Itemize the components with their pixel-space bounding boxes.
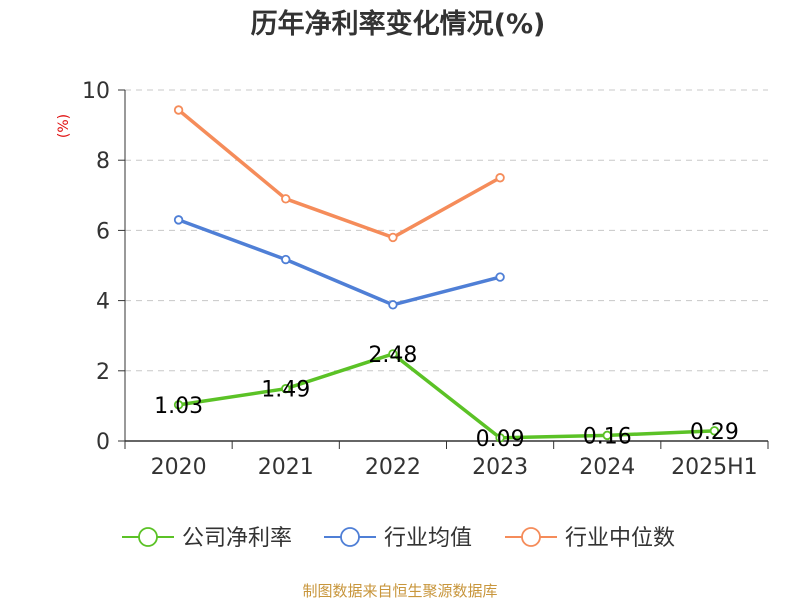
legend-item[interactable]: 行业均值 [324, 526, 472, 551]
x-tick-label: 2025H1 [671, 455, 758, 480]
data-point [388, 300, 398, 310]
data-point [709, 426, 720, 436]
data-point [281, 384, 291, 394]
legend-label: 行业中位数 [565, 526, 675, 551]
grid-lines [125, 89, 768, 372]
data-point [495, 272, 505, 282]
x-tick-label: 2023 [472, 455, 528, 480]
series-line [176, 108, 502, 240]
x-axis-ticks: 2020 2021 2022 2023 2024 2025H1 [124, 441, 769, 480]
data-point [173, 215, 184, 225]
data-label: 2.48 [368, 343, 417, 368]
data-labels: 1.03 1.49 2.48 0.09 0.16 0.29 [154, 343, 739, 452]
data-point [281, 254, 291, 265]
legend-label: 公司净利率 [182, 526, 292, 551]
y-tick-label: 4 [96, 290, 110, 315]
legend-item[interactable]: 行业中位数 [505, 526, 675, 551]
y-tick-label: 10 [82, 79, 110, 104]
data-label: 0.29 [690, 420, 739, 445]
data-point [173, 105, 184, 115]
data-point [495, 173, 505, 183]
data-point [495, 433, 505, 443]
y-tick-label: 6 [96, 219, 110, 244]
legend-item[interactable]: 公司净利率 [122, 526, 292, 551]
y-tick-label: 8 [96, 149, 110, 174]
legend-marker-icon [138, 527, 158, 547]
data-point [602, 430, 612, 441]
y-axis-unit-label: (%) [56, 114, 72, 138]
legend-marker-icon [340, 527, 360, 547]
data-point [281, 194, 291, 204]
data-label: 1.49 [261, 378, 310, 403]
x-tick-label: 2020 [151, 455, 207, 480]
source-note: 制图数据来自恒生聚源数据库 [302, 582, 497, 600]
data-point [388, 232, 398, 243]
data-point [173, 400, 184, 410]
legend-label: 行业均值 [384, 526, 472, 551]
chart-title: 历年净利率变化情况(%) [251, 8, 546, 40]
series-lines [173, 105, 720, 443]
legend-marker-icon [521, 527, 541, 547]
data-label: 0.16 [583, 424, 632, 449]
data-point [388, 349, 398, 359]
data-label: 1.03 [154, 394, 203, 419]
data-label: 0.09 [476, 427, 525, 452]
series-line [176, 352, 717, 440]
x-tick-label: 2021 [258, 455, 314, 480]
x-tick-label: 2022 [365, 455, 421, 480]
series-line [176, 218, 502, 307]
y-tick-label: 0 [96, 430, 110, 455]
y-tick-label: 2 [96, 360, 110, 385]
legend: 公司净利率 行业均值 行业中位数 [122, 526, 675, 551]
axes [124, 90, 768, 442]
y-axis-ticks: 0 2 4 6 8 10 [82, 79, 125, 455]
x-tick-label: 2024 [579, 455, 635, 480]
